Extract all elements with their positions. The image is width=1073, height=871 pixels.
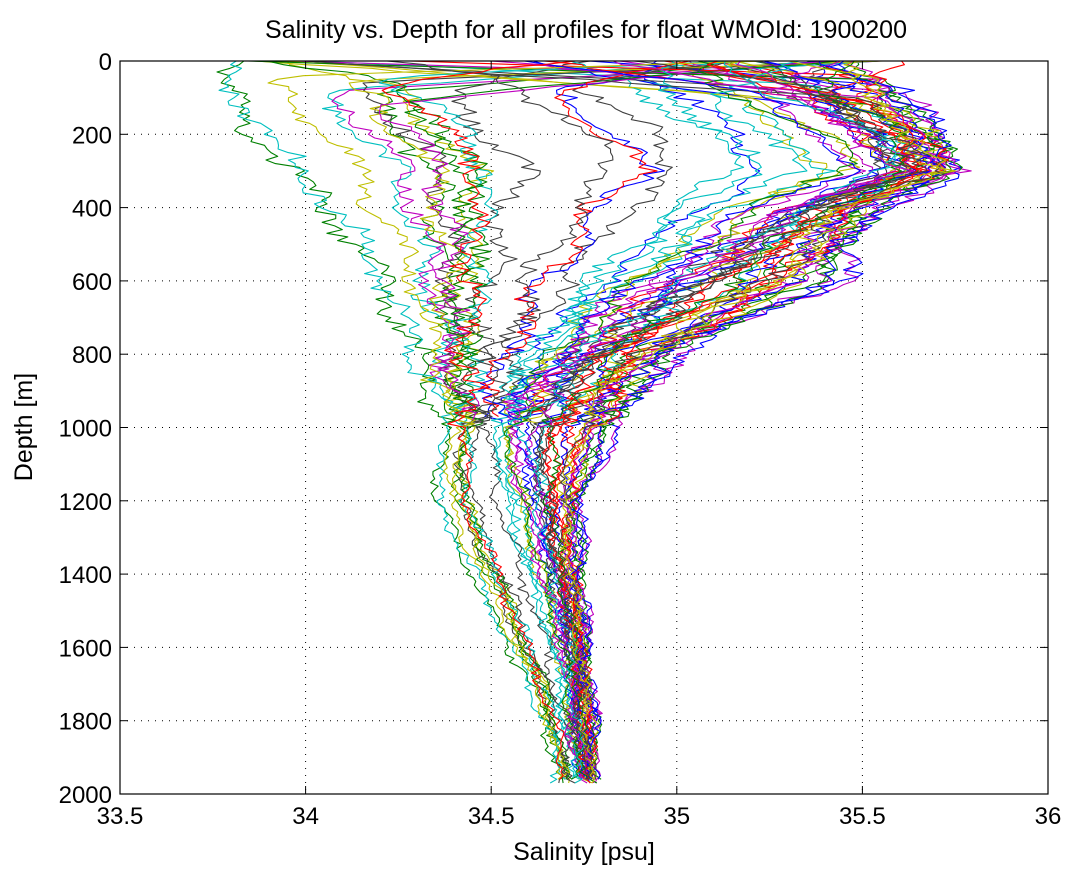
profile-line — [562, 61, 957, 784]
y-tick-label: 0 — [99, 49, 112, 76]
profile-line — [543, 61, 918, 780]
y-tick-label: 200 — [72, 122, 112, 149]
y-tick-label: 1200 — [59, 489, 112, 516]
y-tick-label: 1800 — [59, 709, 112, 736]
x-tick-label: 35.5 — [839, 803, 886, 830]
y-tick-label: 1400 — [59, 562, 112, 589]
profile-line — [386, 61, 614, 421]
y-tick-label: 1000 — [59, 416, 112, 443]
profile-line — [267, 61, 572, 780]
profile-line — [267, 61, 764, 780]
x-tick-label: 34 — [292, 803, 319, 830]
profile-line — [508, 61, 808, 414]
profile-line — [509, 61, 897, 784]
y-tick-label: 1600 — [59, 635, 112, 662]
y-tick-label: 400 — [72, 196, 112, 223]
profile-line — [451, 61, 591, 780]
y-axis-label: Depth [m] — [10, 373, 38, 481]
profile-line — [331, 61, 881, 417]
profile-line — [469, 61, 729, 784]
x-tick-label: 34.5 — [468, 803, 515, 830]
profile-line — [306, 61, 945, 780]
profile-line — [553, 61, 926, 780]
x-axis-ticks: 33.5 34 34.5 35 35.5 36 — [97, 61, 1062, 830]
x-axis-label: Salinity [psu] — [513, 838, 655, 866]
x-tick-label: 35 — [663, 803, 690, 830]
y-tick-label: 2000 — [59, 782, 112, 809]
profile-line — [507, 61, 861, 421]
profile-line — [541, 61, 928, 780]
chart-title: Salinity vs. Depth for all profiles for … — [265, 16, 907, 44]
profile-line — [216, 61, 564, 784]
profile-line — [306, 61, 889, 421]
y-tick-label: 600 — [72, 269, 112, 296]
profile-line — [556, 61, 946, 780]
profile-line — [407, 61, 838, 421]
x-tick-label: 36 — [1035, 803, 1062, 830]
profile-line — [348, 61, 883, 780]
profile-line — [546, 61, 918, 780]
profile-lines — [216, 61, 972, 784]
profile-line — [503, 61, 867, 784]
y-axis-ticks: 0 200 400 600 800 1000 1200 1400 1600 1800 2000 — [59, 49, 1048, 809]
y-tick-label: 800 — [72, 342, 112, 369]
profile-line — [409, 61, 950, 784]
profile-line — [381, 61, 576, 780]
profile-line — [477, 61, 827, 418]
profile-line — [503, 61, 858, 780]
grid — [120, 61, 1048, 794]
profile-line — [480, 61, 690, 417]
profile-line — [378, 61, 834, 421]
x-tick-label: 33.5 — [97, 803, 144, 830]
